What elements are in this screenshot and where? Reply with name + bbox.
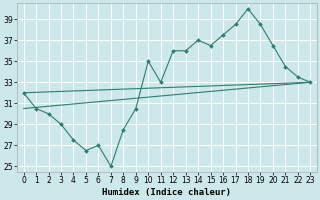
X-axis label: Humidex (Indice chaleur): Humidex (Indice chaleur) xyxy=(102,188,231,197)
